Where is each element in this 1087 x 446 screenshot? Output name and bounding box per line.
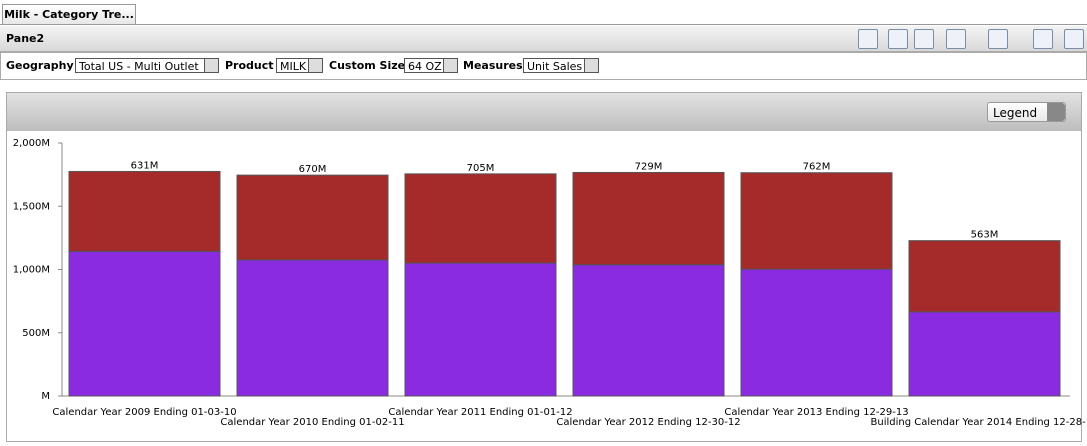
bar-segment [404, 173, 557, 264]
pane-title: Pane2 [6, 32, 45, 45]
tools-icon[interactable] [1064, 29, 1084, 49]
bar-segment [908, 311, 1061, 397]
y-tick-label: 500M [22, 328, 50, 339]
x-tick-label: Calendar Year 2012 Ending 12-30-12 [556, 417, 740, 428]
bar-segment [68, 170, 221, 252]
y-tick-label: M [41, 391, 50, 402]
x-tick-label: Building Calendar Year 2014 Ending 12-28… [871, 417, 1087, 428]
bar-segment [572, 264, 725, 397]
filter-dropdown[interactable]: Unit Sales [523, 58, 599, 73]
y-tick-label: 1,000M [13, 265, 50, 276]
columns-icon[interactable] [914, 29, 934, 49]
tab[interactable]: Milk - Category Tre... [2, 4, 136, 25]
legend-button[interactable]: Legend [987, 102, 1066, 122]
bar-segment [572, 171, 725, 266]
view-icon[interactable] [988, 29, 1008, 49]
filter-label: Product [225, 59, 274, 72]
y-tick-label: 1,500M [13, 201, 50, 212]
sort-icon[interactable] [888, 29, 908, 49]
value-label: 670M [299, 164, 327, 175]
value-label: 705M [467, 163, 495, 174]
x-tick-label: Calendar Year 2009 Ending 01-03-10 [52, 407, 236, 418]
filter-label: Geography [6, 59, 74, 72]
bar-segment [740, 172, 893, 270]
bar-segment [740, 268, 893, 397]
filter-label: Custom Size [329, 59, 406, 72]
y-tick-label: 2,000M [13, 138, 50, 149]
value-label: 631M [131, 160, 159, 171]
value-label: 563M [971, 230, 999, 241]
value-label: 729M [635, 161, 663, 172]
info-icon[interactable] [1033, 29, 1053, 49]
sum-icon[interactable] [946, 29, 966, 49]
bar-segment [236, 174, 389, 261]
filter-dropdown[interactable]: Total US - Multi Outlet [75, 58, 219, 73]
x-tick-label: Calendar Year 2010 Ending 01-02-11 [220, 417, 404, 428]
bar-segment [236, 259, 389, 397]
value-label: 762M [803, 162, 831, 173]
chart-panel-header [7, 93, 1081, 131]
filter-label: Measures [463, 59, 523, 72]
tab-strip [0, 24, 1087, 25]
filter-icon[interactable] [858, 29, 878, 49]
filter-dropdown[interactable]: MILK [276, 58, 323, 73]
bar-segment [404, 262, 557, 397]
x-tick-label: Calendar Year 2013 Ending 12-29-13 [724, 407, 908, 418]
bar-segment [908, 240, 1061, 313]
x-tick-label: Calendar Year 2011 Ending 01-01-12 [388, 407, 572, 418]
filter-dropdown[interactable]: 64 OZ [404, 58, 458, 73]
chart-panel [6, 92, 1082, 442]
bar-segment [68, 250, 221, 397]
